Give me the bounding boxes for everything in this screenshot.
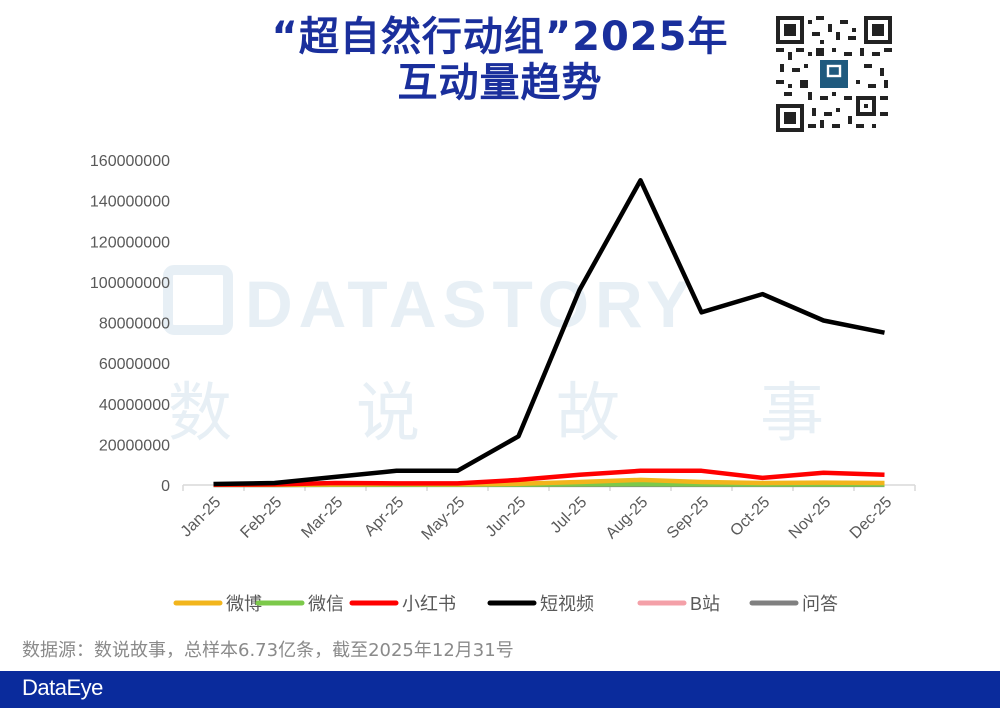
legend-label: B站 [690,594,720,614]
title-line-1: “超自然行动组”2025年 [271,14,729,60]
y-tick-label: 120000000 [90,234,170,251]
x-tick-label: Oct-25 [727,494,773,540]
x-tick-label: Apr-25 [361,494,407,540]
y-tick-label: 80000000 [99,316,170,333]
qr-code-icon [776,16,892,132]
series-lines [213,178,885,488]
x-tick-label: May-25 [419,494,469,544]
x-tick-label: Jul-25 [547,494,590,537]
x-tick-label: Jun-25 [483,494,530,541]
x-tick-label: Aug-25 [603,494,652,543]
x-tick-label: Sep-25 [664,494,713,543]
legend-label: 短视频 [540,594,594,614]
watermark-char: 说 [356,377,420,449]
watermark: DATASTORY 数 说 故 事 [163,265,824,449]
y-tick-label: 100000000 [90,275,170,292]
chart-title: “超自然行动组”2025年 互动量趋势 [200,14,800,106]
legend-label: 小红书 [402,594,456,614]
title-line-2: 互动量趋势 [397,60,603,106]
footer-bar: DataEye [0,671,1000,708]
series-line [213,468,885,487]
watermark-char: 事 [760,377,824,449]
source-note: 数据源：数说故事，总样本6.73亿条，截至2025年12月31号 [22,640,514,661]
x-tick-label: Dec-25 [847,494,896,543]
x-axis: Jan-25 Feb-25 Mar-25 Apr-25 May-25 Jun-25 Jul-… [178,484,916,544]
y-tick-label: 60000000 [99,356,170,373]
x-tick-label: Feb-25 [237,494,285,542]
x-tick-label: Mar-25 [298,494,346,542]
y-tick-label: 20000000 [99,437,170,454]
legend-label: 微博 [226,594,262,614]
line-chart: DATASTORY 数 说 故 事 0 20000000 40000000 60000… [90,153,916,614]
watermark-text-en: DATASTORY [245,267,696,341]
watermark-char: 数 [168,377,232,449]
series-line [213,178,885,487]
x-tick-label: Jan-25 [178,494,225,541]
legend-label: 问答 [802,594,838,614]
y-tick-label: 160000000 [90,153,170,170]
x-tick-label: Nov-25 [786,494,835,543]
y-tick-label: 140000000 [90,194,170,211]
y-tick-label: 0 [161,478,170,495]
brand-logo: DataEye [22,675,103,700]
y-axis: 0 20000000 40000000 60000000 80000000 1000000… [90,153,170,495]
y-tick-label: 40000000 [99,397,170,414]
watermark-char: 故 [556,377,620,449]
legend: 微博 微信 小红书 短视频 B站 问答 [173,594,838,614]
legend-label: 微信 [308,594,344,614]
